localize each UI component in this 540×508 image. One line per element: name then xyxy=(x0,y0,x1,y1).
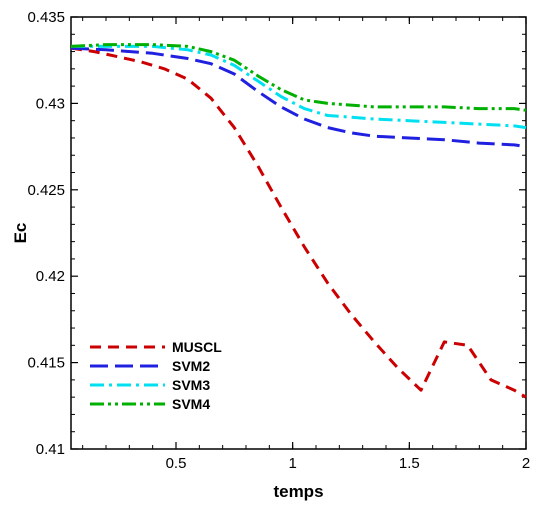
y-tick-label: 0.425 xyxy=(27,182,65,199)
x-tick-label: 1 xyxy=(288,455,296,472)
legend: MUSCL SVM2 SVM3 SVM4 xyxy=(90,339,222,412)
x-tick-label: 0.5 xyxy=(166,455,187,472)
y-tick-label: 0.43 xyxy=(36,95,65,112)
y-tick-label: 0.415 xyxy=(27,355,65,372)
series-layer xyxy=(70,43,527,399)
legend-label-svm3: SVM3 xyxy=(172,377,210,393)
legend-label-svm2: SVM2 xyxy=(172,358,210,374)
x-tick-label: 1.5 xyxy=(399,455,420,472)
series-line-svm3 xyxy=(71,44,527,130)
y-tick-label: 0.41 xyxy=(36,441,65,458)
series-line-svm2 xyxy=(70,46,527,149)
y-axis: 0.41 0.415 0.42 0.425 0.43 0.435 xyxy=(27,9,526,458)
y-tick-label: 0.435 xyxy=(27,9,65,26)
series-line-svm4 xyxy=(70,43,527,112)
y-axis-title: Ec xyxy=(11,223,30,244)
y-tick-label: 0.42 xyxy=(36,268,65,285)
legend-label-svm4: SVM4 xyxy=(172,396,210,412)
legend-label-muscl: MUSCL xyxy=(172,339,222,355)
plot-frame xyxy=(70,16,527,450)
x-axis-title: temps xyxy=(273,482,323,501)
x-axis: 0.5 1 1.5 2 xyxy=(82,17,530,472)
x-tick-label: 2 xyxy=(522,455,530,472)
series-line-muscl xyxy=(70,46,527,399)
